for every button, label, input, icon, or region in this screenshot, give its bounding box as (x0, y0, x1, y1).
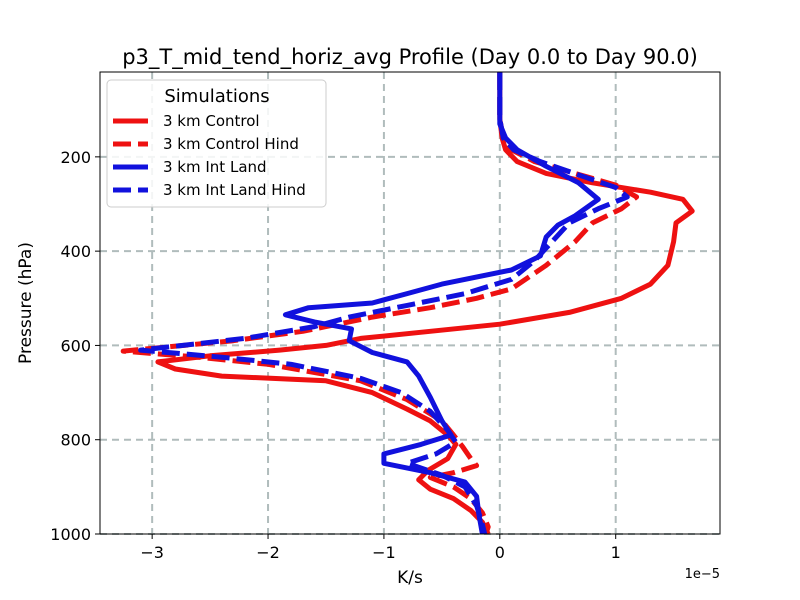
x-axis-offset: 1e−5 (685, 567, 720, 582)
legend-label-4: 3 km Int Land Hind (163, 181, 306, 199)
series-line-3 (282, 72, 601, 534)
legend-label-2: 3 km Control Hind (163, 135, 299, 153)
x-tick-label: −2 (256, 543, 280, 562)
y-axis: 200 400 600 800 1000 (50, 148, 100, 544)
x-axis-label: K/s (397, 568, 423, 588)
x-axis: −3 −2 −1 0 1 (140, 534, 621, 562)
series-line-4 (138, 72, 630, 534)
legend-title: Simulations (164, 86, 269, 107)
series-layer (120, 72, 695, 534)
x-tick-label: −1 (372, 543, 396, 562)
y-tick-label: 1000 (50, 525, 91, 544)
y-tick-label: 800 (60, 431, 91, 450)
legend-box (106, 79, 327, 208)
x-tick-label: 0 (495, 543, 505, 562)
y-tick-label: 200 (60, 148, 91, 167)
chart-title: p3_T_mid_tend_horiz_avg Profile (Day 0.0… (122, 45, 698, 70)
plot-frame (99, 71, 721, 535)
y-tick-label: 400 (60, 242, 91, 261)
legend-label-1: 3 km Control (163, 112, 260, 130)
y-tick-label: 600 (60, 336, 91, 355)
legend: Simulations 3 km Control 3 km Control Hin… (106, 79, 327, 208)
x-tick-label: −3 (140, 543, 164, 562)
x-tick-label: 1 (611, 543, 621, 562)
y-axis-label: Pressure (hPa) (16, 242, 36, 364)
legend-label-3: 3 km Int Land (163, 158, 267, 176)
